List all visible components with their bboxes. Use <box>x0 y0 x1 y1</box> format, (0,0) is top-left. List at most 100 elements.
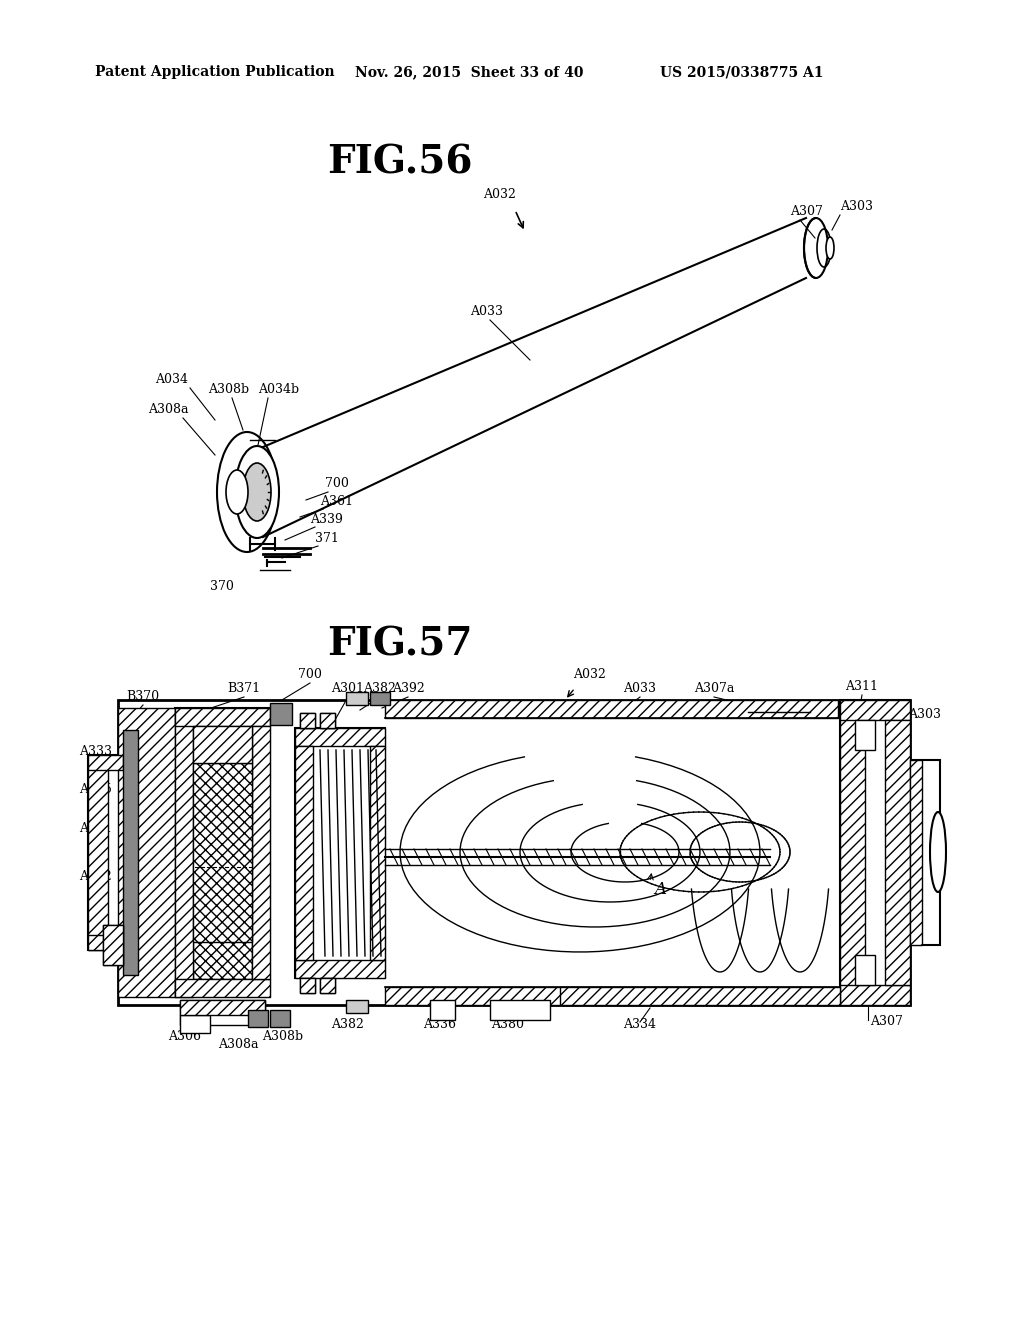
Bar <box>840 985 910 1005</box>
Bar <box>370 692 390 705</box>
Bar <box>88 755 123 950</box>
Bar <box>319 978 335 993</box>
Bar <box>193 726 252 979</box>
Bar <box>300 978 315 993</box>
Text: A334: A334 <box>624 1018 656 1031</box>
Text: A034b: A034b <box>258 383 299 396</box>
Bar <box>175 708 270 726</box>
Text: A308b: A308b <box>262 1030 303 1043</box>
Bar <box>88 935 123 950</box>
Text: A332: A332 <box>194 1012 226 1026</box>
Bar <box>252 726 270 979</box>
Bar <box>319 713 335 729</box>
Ellipse shape <box>234 446 279 539</box>
Text: A361: A361 <box>319 495 353 508</box>
Bar <box>295 729 385 746</box>
Text: FIG.57: FIG.57 <box>328 626 473 664</box>
Bar <box>193 726 252 763</box>
Text: A331: A331 <box>79 822 112 836</box>
Bar <box>300 713 315 729</box>
Ellipse shape <box>243 463 271 521</box>
Text: A392: A392 <box>391 682 424 696</box>
Text: A034: A034 <box>155 374 188 385</box>
Bar <box>295 729 385 978</box>
Bar <box>175 979 270 997</box>
Text: A303: A303 <box>840 201 873 213</box>
Text: Nov. 26, 2015  Sheet 33 of 40: Nov. 26, 2015 Sheet 33 of 40 <box>355 65 584 79</box>
Bar <box>319 713 335 729</box>
Ellipse shape <box>226 470 248 513</box>
Bar <box>175 708 270 997</box>
Text: A308b: A308b <box>208 383 249 396</box>
Text: 700: 700 <box>298 668 322 681</box>
Text: A336: A336 <box>424 1018 457 1031</box>
Text: A339: A339 <box>310 513 343 525</box>
Bar <box>180 1015 210 1034</box>
Bar <box>840 700 865 1005</box>
Text: A308a: A308a <box>218 1038 258 1051</box>
Bar <box>910 760 922 945</box>
Bar <box>270 704 292 725</box>
Text: A301: A301 <box>332 682 365 696</box>
Bar <box>840 700 910 1005</box>
Text: A307a: A307a <box>694 682 734 696</box>
Text: A382: A382 <box>332 1018 365 1031</box>
Bar <box>88 755 108 950</box>
Bar <box>300 713 315 729</box>
Text: A033: A033 <box>470 305 503 318</box>
Text: Patent Application Publication: Patent Application Publication <box>95 65 335 79</box>
Bar <box>118 708 175 997</box>
Bar <box>118 700 910 1005</box>
Text: A333: A333 <box>79 744 112 758</box>
Bar <box>295 746 313 960</box>
Bar <box>180 1001 265 1026</box>
Bar <box>295 960 385 978</box>
Text: A311: A311 <box>846 680 879 693</box>
Text: A033: A033 <box>624 682 656 696</box>
Bar <box>319 978 335 993</box>
Bar <box>175 708 193 997</box>
Text: 371: 371 <box>315 532 339 545</box>
Bar <box>103 925 123 965</box>
Bar <box>560 987 840 1005</box>
Text: A306: A306 <box>169 1030 202 1043</box>
Text: A382: A382 <box>364 682 396 696</box>
Text: A305: A305 <box>79 783 112 796</box>
Text: A308a: A308a <box>148 403 188 416</box>
Ellipse shape <box>217 432 278 552</box>
Bar <box>346 692 368 705</box>
Bar <box>248 1010 268 1027</box>
Bar <box>385 700 838 718</box>
Bar <box>855 954 874 985</box>
Bar <box>193 763 252 942</box>
Text: B371: B371 <box>227 682 260 696</box>
Text: A: A <box>654 882 666 899</box>
Bar <box>885 719 910 985</box>
Ellipse shape <box>804 218 828 279</box>
Bar <box>490 1001 550 1020</box>
Bar <box>270 1010 290 1027</box>
Ellipse shape <box>826 238 834 259</box>
Text: 700: 700 <box>325 477 349 490</box>
Text: A303: A303 <box>908 708 941 721</box>
Bar <box>910 760 940 945</box>
Text: A032: A032 <box>483 187 516 201</box>
Bar <box>855 719 874 750</box>
Bar <box>346 1001 368 1012</box>
Bar <box>370 746 385 960</box>
Bar <box>300 978 315 993</box>
Bar <box>103 925 123 965</box>
Text: B370: B370 <box>126 690 160 704</box>
Bar <box>430 1001 455 1020</box>
Text: FIG.56: FIG.56 <box>328 143 473 181</box>
Ellipse shape <box>930 812 946 892</box>
Text: A307: A307 <box>790 205 823 218</box>
Text: A307: A307 <box>870 1015 903 1028</box>
Bar <box>88 755 123 770</box>
Text: 370: 370 <box>210 579 233 593</box>
Text: A380: A380 <box>492 1018 524 1031</box>
Bar <box>385 987 838 1005</box>
Bar <box>840 700 910 719</box>
Bar <box>123 730 138 975</box>
Text: A372: A372 <box>79 870 112 883</box>
